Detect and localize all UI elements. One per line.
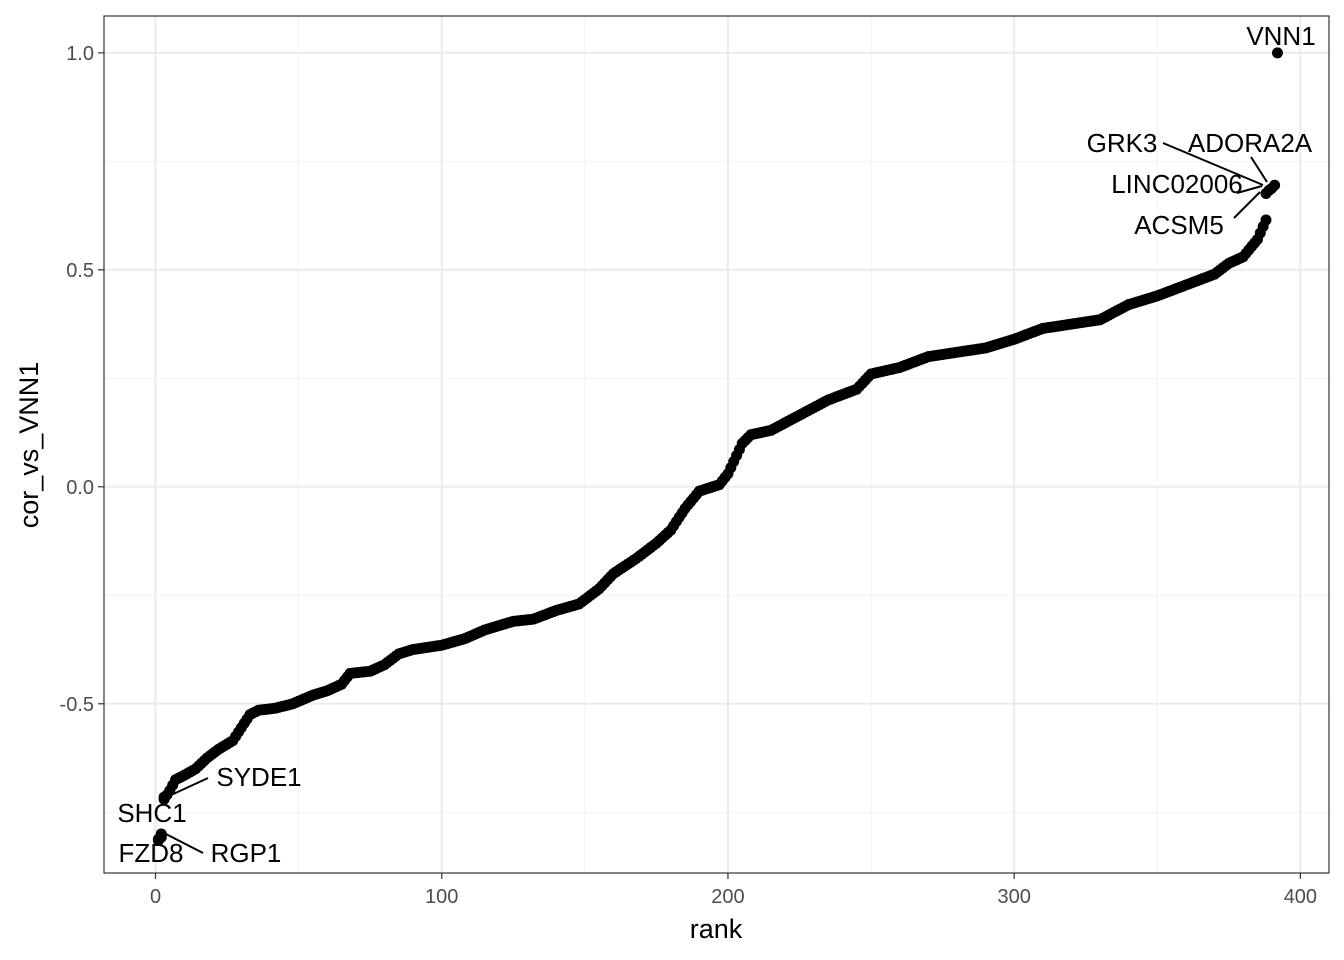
x-tick-label: 100 [425,886,458,908]
x-axis-title: rank [690,914,743,944]
minor-grid [104,16,1329,873]
data-points [152,47,1283,846]
leader-line-rgp1 [161,831,204,854]
panel-border [103,15,1330,874]
data-point-vnn1 [1271,47,1283,59]
y-axis-title: cor_vs_VNN1 [14,362,44,529]
x-tick-label: 300 [997,886,1030,908]
x-axis-ticks: 0 100 200 300 400 [150,873,1317,908]
label-leader-lines [161,142,1268,854]
gene-label-acsm5: ACSM5 [1134,210,1224,240]
gene-label-rgp1: RGP1 [211,838,282,868]
x-tick-label: 200 [711,886,744,908]
leader-line-adora2a [1250,156,1268,183]
gene-label-shc1: SHC1 [117,798,186,828]
data-point-rgp1 [155,831,167,843]
gene-label-fzd8: FZD8 [119,838,184,868]
gene-label-vnn1: VNN1 [1246,21,1315,51]
gene-label-linc02006: LINC02006 [1111,169,1243,199]
x-tick-label: 400 [1284,886,1317,908]
gene-label-syde1: SYDE1 [216,762,301,792]
panel-background [104,16,1329,873]
gene-labels: VNN1 ADORA2A GRK3 LINC02006 ACSM5 SYDE1 SHC1 FZ… [117,21,1315,868]
data-point-acsm5 [1260,187,1272,199]
leader-line-acsm5 [1233,191,1261,219]
leader-line-linc02006 [1236,185,1263,194]
y-tick-label: -0.5 [60,694,94,716]
data-point-syde1 [158,791,170,803]
y-tick-label: 1.0 [66,43,94,65]
gene-label-grk3: GRK3 [1087,128,1158,158]
leader-line-syde1 [168,777,209,797]
data-point [1260,214,1272,226]
y-tick-label: 0.0 [66,477,94,499]
y-tick-label: 0.5 [66,260,94,282]
y-axis-ticks: -0.5 0.0 0.5 1.0 [60,43,104,716]
x-tick-label: 0 [150,886,161,908]
leader-line-grk3 [1162,142,1264,186]
gene-label-adora2a: ADORA2A [1188,128,1313,158]
